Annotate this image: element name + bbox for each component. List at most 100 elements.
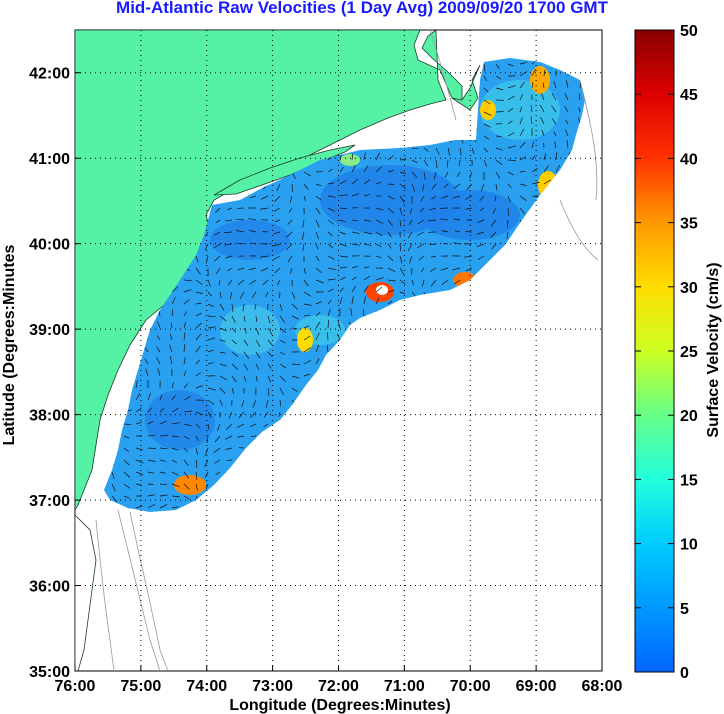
vector-arrow [315, 243, 319, 250]
vector-arrow [260, 267, 269, 272]
vector-arrow [251, 291, 257, 299]
vector-arrow [227, 267, 233, 272]
vector-arrow [147, 471, 155, 474]
y-tick-label: 37:00 [29, 493, 70, 510]
vector-arrow [249, 195, 257, 199]
vector-arrow [236, 230, 245, 233]
vector-arrow [339, 154, 342, 161]
vector-arrow [159, 434, 168, 437]
vector-arrow [430, 267, 437, 272]
vector-arrow [399, 243, 401, 252]
vector-arrow [207, 387, 216, 391]
vector-arrow [215, 207, 221, 213]
vector-arrow [363, 243, 372, 246]
vector-arrow [171, 394, 176, 401]
vector-arrow [454, 183, 461, 189]
vector-arrow [363, 179, 371, 185]
vector-arrow [551, 105, 557, 113]
vector-arrow [207, 349, 214, 353]
x-tick-label: 71:00 [384, 678, 425, 695]
vector-arrow [326, 345, 329, 353]
vector-arrow [351, 243, 360, 246]
vector-arrow [375, 286, 383, 293]
vector-arrow [171, 495, 180, 498]
vector-arrow [231, 339, 237, 345]
colorbar-tick-label: 35 [680, 216, 698, 233]
vector-arrow [252, 399, 257, 408]
vector-arrow [291, 303, 299, 310]
vector-arrow [387, 195, 395, 200]
colorbar-tick-label: 5 [680, 601, 689, 618]
vector-arrow [265, 291, 269, 298]
vector-arrow [260, 207, 269, 210]
vector-arrow [435, 159, 438, 168]
vector-arrow [195, 322, 202, 329]
vector-arrow [219, 351, 226, 354]
vector-arrow [225, 447, 233, 450]
vector-arrow [147, 393, 151, 401]
vector-arrow [542, 82, 545, 89]
colorbar-tick-label: 25 [680, 344, 698, 361]
x-tick-label: 75:00 [120, 678, 161, 695]
vector-arrow [477, 255, 485, 260]
vector-arrow [555, 152, 558, 161]
vector-arrow [327, 219, 335, 225]
vector-arrow [205, 255, 209, 264]
vector-arrow [495, 159, 503, 166]
vector-arrow [565, 129, 569, 137]
vector-arrow [272, 243, 281, 247]
vector-arrow [183, 471, 190, 479]
vector-arrow [507, 183, 512, 189]
vector-arrow [302, 243, 305, 252]
vector-arrow [519, 128, 525, 137]
vector-arrow [224, 243, 233, 246]
vector-arrow [417, 243, 425, 249]
vector-arrow [315, 195, 322, 201]
vector-arrow [215, 219, 221, 224]
vector-arrow [225, 255, 233, 259]
y-tick-label: 38:00 [29, 408, 70, 425]
vector-arrow [195, 291, 203, 294]
vector-arrow [207, 337, 216, 341]
vector-arrow [183, 423, 192, 427]
vector-arrow [337, 320, 341, 329]
vector-arrow [286, 243, 293, 251]
vector-arrow [387, 219, 393, 227]
vector-arrow [274, 219, 281, 223]
vector-arrow [303, 267, 306, 274]
vector-arrow [183, 410, 192, 413]
velocity-field [104, 58, 585, 512]
vector-arrow [453, 218, 461, 221]
vector-arrow [135, 422, 142, 425]
vector-arrow [195, 333, 202, 341]
vector-arrow [219, 363, 228, 367]
vector-arrow [214, 435, 221, 443]
vector-arrow [183, 279, 192, 281]
x-axis-ticks: 76:00 75:00 74:00 73:00 72:00 71:00 70:00 69:00… [55, 665, 623, 695]
vector-arrow [339, 243, 348, 247]
vector-arrow [339, 255, 348, 258]
vector-arrow [315, 344, 320, 353]
vector-arrow [495, 171, 501, 179]
vector-arrow [387, 279, 396, 282]
vector-arrow [207, 326, 216, 329]
vector-arrow [507, 120, 513, 125]
vector-arrow [204, 447, 209, 456]
colorbar [634, 29, 675, 673]
vector-arrow [267, 387, 270, 396]
vector-arrow [464, 195, 473, 200]
colorbar-tick-label: 15 [680, 472, 698, 489]
vector-arrow [315, 321, 321, 329]
vector-arrow [519, 207, 526, 215]
vector-arrow [183, 435, 190, 440]
vector-arrow [289, 267, 293, 274]
vector-arrow [433, 171, 437, 180]
colorbar-tick-label: 0 [680, 665, 689, 682]
vector-arrow [169, 356, 173, 365]
vector-arrow [291, 183, 294, 192]
vector-arrow [274, 195, 281, 202]
vector-arrow [363, 231, 372, 235]
vector-arrow [507, 85, 516, 89]
vector-arrow [315, 332, 320, 341]
